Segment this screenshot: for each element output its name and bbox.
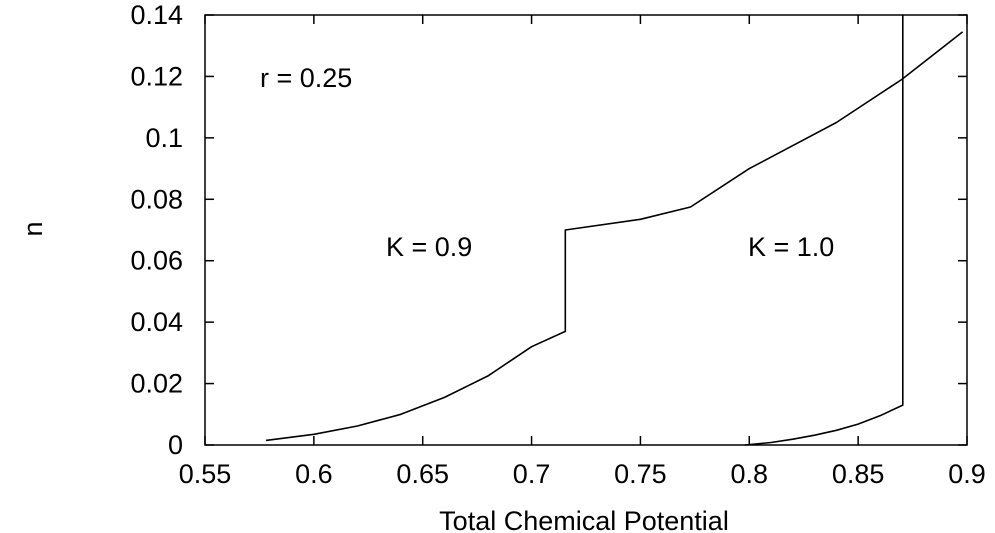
y-tick-label: 0.14 <box>130 0 183 30</box>
x-tick-label: 0.8 <box>731 459 769 489</box>
x-tick-label: 0.7 <box>513 459 551 489</box>
plot-border <box>204 14 968 446</box>
series-line-1 <box>265 31 964 442</box>
axis-ticks <box>204 14 968 446</box>
y-tick-label: 0.1 <box>145 123 183 153</box>
y-tick-label: 0.06 <box>130 246 183 276</box>
x-axis-title: Total Chemical Potential <box>439 506 729 533</box>
plot-frame <box>204 14 968 446</box>
x-tick-label: 0.9 <box>948 459 986 489</box>
annotation-k10: K = 1.0 <box>748 232 834 262</box>
y-axis-title: n <box>18 221 48 236</box>
y-tick-label: 0.04 <box>130 307 183 337</box>
tick-labels: 0.55 0.6 0.65 0.7 0.75 0.8 0.85 0.9 0 0.02 0.04 0.0… <box>130 0 985 489</box>
annotation-r: r = 0.25 <box>260 63 352 93</box>
x-tick-label: 0.6 <box>295 459 333 489</box>
annotation-k09: K = 0.9 <box>386 232 472 262</box>
y-tick-label: 0.12 <box>130 61 183 91</box>
y-tick-label: 0 <box>168 430 183 460</box>
x-tick-label: 0.75 <box>614 459 667 489</box>
series-line-2 <box>744 15 904 446</box>
y-tick-label: 0.08 <box>130 184 183 214</box>
x-tick-label: 0.55 <box>179 459 232 489</box>
series-layer <box>265 15 964 446</box>
x-tick-label: 0.85 <box>832 459 885 489</box>
x-tick-label: 0.65 <box>396 459 449 489</box>
y-tick-label: 0.02 <box>130 369 183 399</box>
